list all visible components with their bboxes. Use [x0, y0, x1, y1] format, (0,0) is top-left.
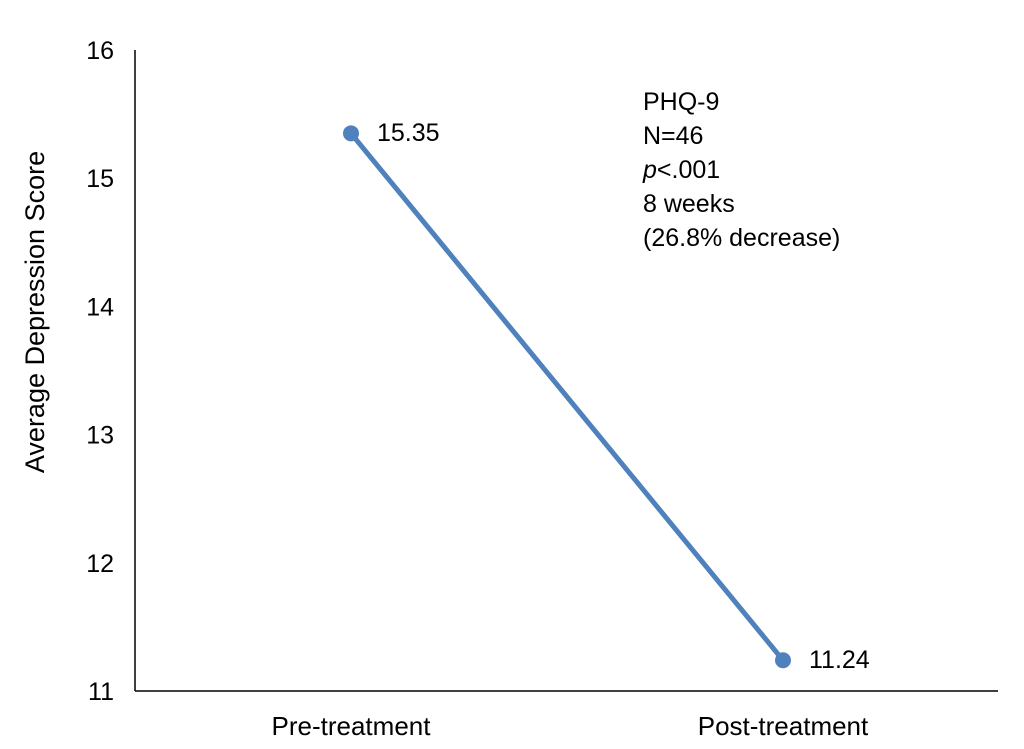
data-label: 15.35: [377, 119, 440, 147]
y-axis-title: Average Depression Score: [20, 151, 50, 473]
annotation-line: p<.001: [642, 156, 720, 184]
annotation-block: PHQ-9 N=46 p<.001 8 weeks (26.8% decreas…: [642, 88, 840, 252]
y-tick-label: 11: [88, 678, 114, 706]
data-point: [775, 652, 791, 669]
data-point: [343, 125, 359, 142]
annotation-line: PHQ-9: [643, 88, 719, 116]
annotation-line: (26.8% decrease): [643, 224, 840, 252]
x-category-label: Post-treatment: [698, 711, 869, 741]
series-line: [348, 130, 786, 663]
annotation-line: N=46: [643, 122, 703, 150]
y-tick-label: 15: [86, 165, 114, 193]
y-tick-labels: 11 12 13 14 15 16: [86, 37, 114, 706]
y-tick-label: 16: [86, 37, 114, 65]
y-tick-label: 13: [86, 422, 114, 450]
data-label: 11.24: [809, 646, 870, 674]
p-value: <.001: [657, 156, 720, 184]
x-category-label: Pre-treatment: [272, 711, 432, 741]
p-symbol: p: [642, 156, 657, 184]
y-tick-label: 12: [86, 550, 114, 578]
y-tick-label: 14: [86, 293, 114, 321]
annotation-line: 8 weeks: [643, 190, 735, 218]
